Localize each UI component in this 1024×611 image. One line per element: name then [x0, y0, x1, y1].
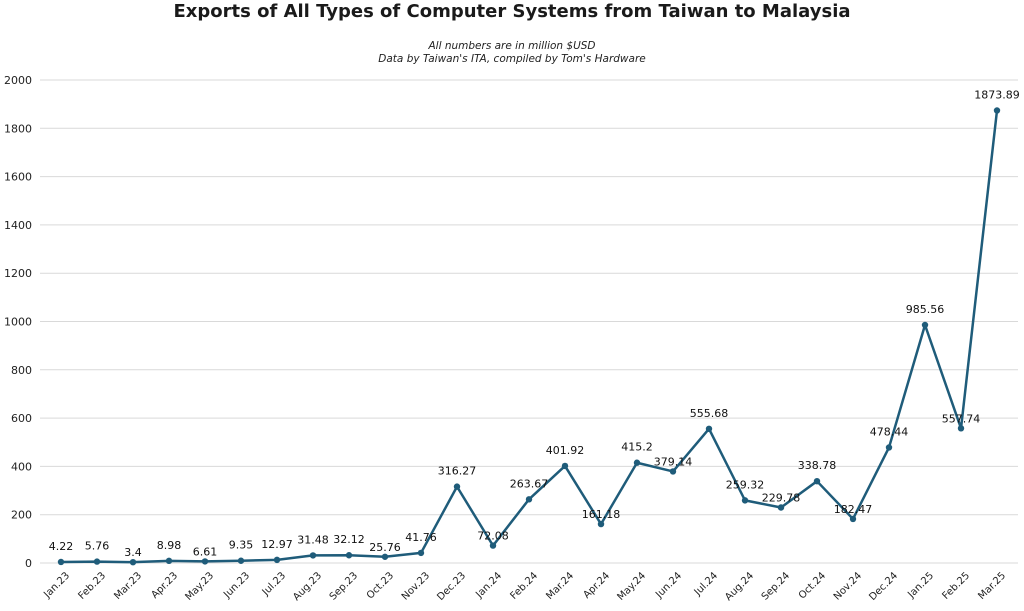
- data-label: 379.14: [654, 455, 693, 468]
- data-label: 5.76: [85, 540, 110, 553]
- x-tick-label: Mar.24: [544, 570, 576, 602]
- x-tick-label: May.23: [183, 570, 216, 603]
- data-label: 31.48: [297, 533, 329, 546]
- data-point: [741, 497, 749, 504]
- data-label: 557.74: [942, 412, 981, 425]
- data-label: 338.78: [798, 459, 837, 472]
- data-point: [669, 468, 677, 475]
- data-point: [453, 483, 461, 490]
- data-point: [849, 515, 857, 523]
- data-point: [489, 542, 497, 549]
- data-point: [381, 553, 389, 560]
- y-tick-label: 1000: [4, 316, 32, 329]
- data-point: [93, 558, 101, 565]
- data-label: 263.67: [510, 477, 549, 490]
- x-tick-label: Jul.23: [260, 570, 288, 598]
- data-point: [921, 321, 929, 329]
- data-point: [237, 557, 245, 564]
- y-tick-label: 200: [11, 509, 32, 522]
- chart-subtitle-line-2: Data by Taiwan's ITA, compiled by Tom's …: [378, 53, 646, 65]
- x-tick-label: Feb.25: [941, 570, 973, 602]
- x-tick-label: Aug.23: [291, 570, 324, 603]
- x-tick-label: Feb.23: [77, 570, 109, 602]
- x-tick-label: Sep.23: [328, 570, 360, 602]
- y-tick-label: 400: [11, 460, 32, 473]
- data-label: 555.68: [690, 407, 729, 420]
- data-point: [273, 556, 281, 564]
- x-tick-label: Mar.25: [976, 570, 1008, 602]
- x-tick-label: Jan.24: [473, 570, 504, 601]
- data-point: [597, 520, 605, 528]
- y-tick-label: 2000: [4, 74, 32, 87]
- x-tick-label: Jan.25: [905, 570, 936, 601]
- data-label: 1873.89: [974, 88, 1020, 101]
- x-tick-label: Apr.24: [581, 570, 612, 601]
- data-point: [525, 496, 533, 503]
- data-label: 9.35: [229, 539, 254, 552]
- data-point: [201, 558, 209, 565]
- x-tick-label: Sep.24: [760, 570, 792, 602]
- data-label: 25.76: [369, 541, 401, 554]
- data-point: [345, 552, 353, 559]
- x-tick-label: Jan.23: [41, 570, 72, 601]
- x-tick-label: Nov.23: [400, 570, 432, 602]
- x-tick-label: Aug.24: [723, 570, 756, 603]
- x-tick-label: Dec.24: [867, 570, 900, 603]
- x-tick-label: Jun.23: [221, 570, 252, 601]
- chart-subtitle-line-1: All numbers are in million $USD: [428, 40, 596, 52]
- y-tick-label: 1800: [4, 122, 32, 135]
- x-tick-label: Jul.24: [692, 570, 720, 598]
- data-label: 985.56: [906, 303, 945, 316]
- data-label: 161.18: [582, 508, 621, 521]
- data-label: 8.98: [157, 539, 182, 552]
- y-tick-label: 0: [25, 557, 32, 570]
- data-label: 72.08: [477, 530, 509, 543]
- data-label: 316.27: [438, 465, 477, 478]
- data-point: [777, 504, 785, 511]
- data-point: [633, 459, 641, 466]
- data-label: 32.12: [333, 533, 365, 546]
- data-label: 41.76: [405, 531, 437, 544]
- x-tick-label: Apr.23: [149, 570, 180, 601]
- x-tick-label: Dec.23: [435, 570, 468, 603]
- y-tick-label: 1600: [4, 171, 32, 184]
- y-tick-label: 1200: [4, 267, 32, 280]
- data-point: [813, 477, 821, 485]
- data-label: 415.2: [621, 441, 653, 454]
- x-tick-label: May.24: [615, 570, 648, 603]
- y-tick-label: 600: [11, 412, 32, 425]
- data-point: [165, 557, 173, 565]
- data-point: [561, 462, 569, 470]
- data-point: [885, 444, 893, 451]
- data-label: 12.97: [261, 538, 293, 551]
- x-tick-label: Mar.23: [112, 570, 144, 602]
- data-point: [129, 558, 137, 566]
- series-line: [60, 110, 999, 564]
- y-tick-label: 800: [11, 364, 32, 377]
- data-label: 6.61: [193, 545, 218, 558]
- data-label: 259.32: [726, 478, 765, 491]
- data-label: 478.44: [870, 425, 909, 438]
- data-point: [309, 552, 317, 559]
- data-label: 3.4: [124, 546, 142, 559]
- x-tick-label: Nov.24: [832, 570, 864, 602]
- x-tick-label: Jun.24: [653, 570, 684, 601]
- data-point: [57, 558, 65, 566]
- x-tick-label: Feb.24: [509, 570, 541, 602]
- data-label: 401.92: [546, 444, 585, 457]
- data-label: 4.22: [49, 540, 74, 553]
- x-tick-label: Oct.24: [797, 570, 828, 601]
- data-point: [705, 425, 713, 433]
- data-point: [417, 549, 425, 557]
- x-tick-label: Oct.23: [365, 570, 396, 601]
- data-point: [993, 107, 1001, 114]
- y-tick-label: 1400: [4, 219, 32, 232]
- data-label: 182.47: [834, 503, 873, 516]
- chart-title: Exports of All Types of Computer Systems…: [173, 1, 851, 22]
- data-label: 229.78: [762, 492, 801, 505]
- data-point: [957, 425, 965, 432]
